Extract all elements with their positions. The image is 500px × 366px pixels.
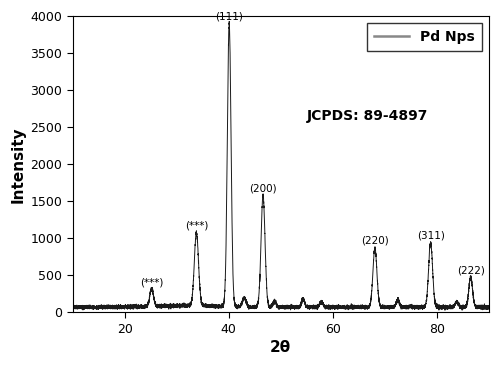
Text: (***): (***) [184,221,208,231]
Y-axis label: Intensity: Intensity [11,126,26,202]
Text: JCPDS: 89-4897: JCPDS: 89-4897 [306,109,428,123]
Text: (222): (222) [456,265,484,275]
Text: (220): (220) [361,236,389,246]
Legend: Pd Nps: Pd Nps [368,23,482,51]
X-axis label: 2θ: 2θ [270,340,291,355]
Text: (***): (***) [140,277,164,287]
Text: (111): (111) [216,11,243,21]
Text: (200): (200) [249,183,277,193]
Text: (311): (311) [416,231,444,240]
